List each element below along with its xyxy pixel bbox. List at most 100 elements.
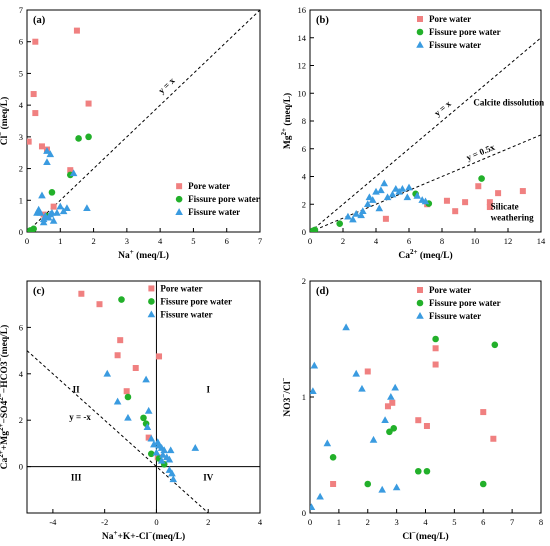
- x-tick-label: 4: [158, 236, 163, 246]
- y-tick-label: 2: [19, 415, 23, 425]
- data-point: [380, 179, 389, 187]
- data-point: [364, 480, 372, 488]
- data-point: [349, 215, 357, 223]
- y-axis-label: NO3−/Cl−: [280, 377, 293, 416]
- legend-label: Fissure pore water: [188, 194, 260, 204]
- panel-label: (d): [316, 286, 329, 297]
- y-tick-label: 0: [19, 227, 23, 237]
- series-fissure-pore-water: [310, 175, 485, 232]
- data-point: [44, 213, 53, 221]
- y-tick-label: 0: [19, 462, 23, 472]
- legend-marker: [175, 208, 183, 215]
- legend-marker: [416, 28, 424, 36]
- line-label-y-equals-half-x: y = 0.5x: [465, 142, 497, 163]
- x-tick-label: 7: [510, 517, 514, 527]
- y-tick-label: 14: [298, 33, 307, 43]
- y-tick-label: 1: [302, 392, 306, 402]
- y-tick-label: 0: [302, 227, 306, 237]
- legend-marker: [176, 183, 183, 190]
- data-point: [480, 409, 487, 416]
- data-point: [144, 406, 153, 414]
- line-label-y-equals-x: y = x: [156, 75, 177, 95]
- data-point: [382, 215, 389, 222]
- quadrant-label-i: I: [206, 384, 210, 394]
- legend-label: Fissure water: [429, 40, 481, 50]
- x-tick-label: 2: [366, 517, 370, 527]
- data-point: [113, 397, 122, 405]
- data-point: [364, 368, 371, 375]
- plot-area: [310, 37, 541, 232]
- data-point: [165, 455, 174, 463]
- legend-label: Fissure water: [188, 207, 240, 217]
- data-point: [519, 188, 526, 195]
- data-point: [147, 434, 156, 442]
- data-point: [475, 183, 482, 190]
- data-point: [40, 211, 47, 218]
- legend-label: Fissure pore water: [429, 298, 501, 308]
- legend-marker: [417, 287, 423, 293]
- data-point: [384, 403, 391, 410]
- panel-d: 0 1 2 3 4 5 6 7 8 0 1 2 Cl−(meq/L) NO3−/Cl− (d) Pore wa…: [280, 276, 543, 542]
- data-point: [67, 167, 74, 174]
- legend: Pore water Fissure pore water Fissure wate…: [416, 14, 501, 50]
- legend-marker: [148, 298, 155, 305]
- series-fissure-pore-water: [27, 133, 92, 232]
- data-point: [168, 469, 176, 477]
- y-tick-label: 2: [19, 164, 23, 174]
- y-tick-label: 6: [19, 37, 23, 47]
- data-point: [49, 216, 58, 224]
- data-point: [381, 416, 389, 423]
- reference-line: [27, 350, 209, 513]
- legend-marker: [417, 16, 423, 22]
- series-pore-water: [27, 27, 92, 218]
- x-tick-label: 8: [440, 236, 444, 246]
- data-point: [50, 203, 57, 210]
- data-point: [432, 345, 439, 352]
- series-fissure-pore-water: [118, 296, 168, 468]
- plot-area: [310, 323, 499, 510]
- x-tick-label: 0: [25, 236, 29, 246]
- plot-frame: [26, 280, 261, 514]
- series-fissure-pore-water: [329, 335, 499, 488]
- data-point: [378, 485, 386, 493]
- data-point: [310, 361, 319, 369]
- data-point: [478, 175, 485, 182]
- data-point: [30, 91, 37, 98]
- data-point: [124, 393, 132, 401]
- legend: Pore water Fissure pore water Fissure wate…: [147, 283, 232, 319]
- data-point: [403, 193, 412, 201]
- x-tick-label: 0: [308, 236, 312, 246]
- data-point: [46, 150, 55, 158]
- y-tick-label: 6: [302, 144, 306, 154]
- data-point: [369, 435, 378, 443]
- data-point: [150, 440, 158, 448]
- data-point: [48, 208, 56, 216]
- y-tick-label: 3: [19, 132, 23, 142]
- y-tick-label: 10: [298, 88, 307, 98]
- data-point: [85, 100, 92, 107]
- data-point: [383, 193, 392, 201]
- x-tick-label: 3: [125, 236, 129, 246]
- legend: Pore water Fissure pore water Fissure wate…: [416, 285, 501, 321]
- legend-label: Fissure pore water: [429, 27, 501, 37]
- legend-marker: [147, 310, 156, 318]
- data-point: [391, 383, 399, 391]
- line-label-y-equals-x: y = x: [432, 98, 453, 118]
- data-point: [140, 414, 147, 422]
- legend-label: Fissure pore water: [160, 296, 232, 306]
- reference-line: [310, 37, 541, 232]
- y-tick-label: 7: [19, 5, 23, 15]
- x-tick-label: 1: [58, 236, 62, 246]
- x-tick-label: 12: [504, 236, 513, 246]
- legend-marker: [416, 299, 424, 307]
- annotation-calcite-dissolution: Calcite dissolution: [473, 98, 544, 108]
- data-point: [153, 438, 162, 446]
- data-point: [169, 475, 178, 483]
- x-tick-label: 4: [258, 517, 263, 527]
- quadrant-label-ii: II: [73, 384, 81, 394]
- line-label-y-equals-negative-x: y = -x: [69, 412, 91, 422]
- x-tick-label: 1: [337, 517, 341, 527]
- x-tick-label: 2: [206, 517, 210, 527]
- reference-line: [27, 10, 260, 232]
